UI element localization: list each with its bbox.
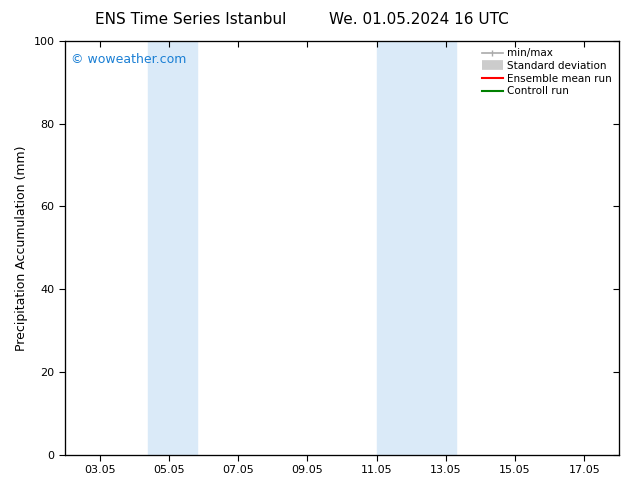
Legend: min/max, Standard deviation, Ensemble mean run, Controll run: min/max, Standard deviation, Ensemble me… xyxy=(480,46,614,98)
Text: We. 01.05.2024 16 UTC: We. 01.05.2024 16 UTC xyxy=(328,12,508,27)
Bar xyxy=(377,41,456,455)
Bar xyxy=(148,41,197,455)
Y-axis label: Precipitation Accumulation (mm): Precipitation Accumulation (mm) xyxy=(15,145,28,350)
Text: © woweather.com: © woweather.com xyxy=(70,53,186,67)
Text: ENS Time Series Istanbul: ENS Time Series Istanbul xyxy=(94,12,286,27)
